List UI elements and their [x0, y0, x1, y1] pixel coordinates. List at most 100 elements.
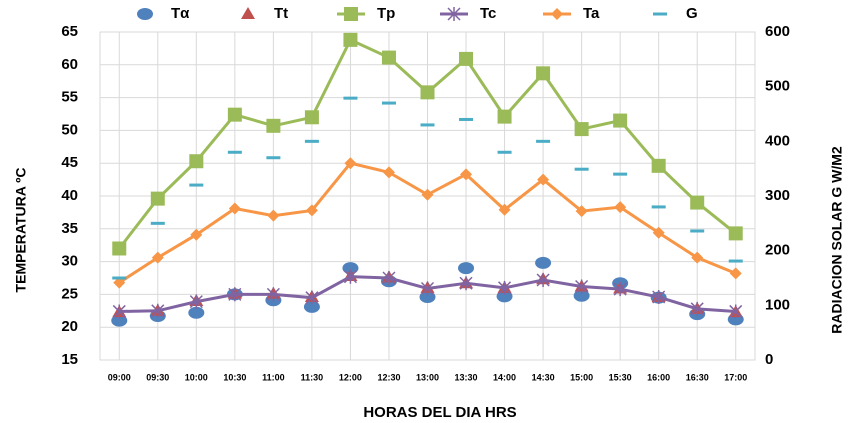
data-point [381, 50, 396, 65]
data-point [343, 96, 358, 100]
y-tick-label: 15 [61, 351, 78, 368]
data-point [189, 183, 204, 187]
data-point [343, 32, 358, 47]
data-point [537, 173, 550, 186]
data-point [613, 113, 628, 128]
data-point [150, 191, 165, 206]
data-point [459, 117, 474, 121]
y-tick-label: 40 [61, 187, 78, 204]
data-point [189, 294, 203, 309]
x-axis-label: HORAS DEL DIA HRS [363, 404, 516, 421]
y-tick-label: 60 [61, 56, 78, 73]
data-point [305, 290, 319, 305]
plot-border [99, 31, 756, 361]
data-point [652, 226, 665, 239]
y-tick-label: 55 [61, 89, 78, 106]
data-point [652, 290, 666, 305]
data-point [113, 276, 126, 289]
data-point [575, 205, 588, 218]
data-point [266, 156, 281, 160]
y-axis-label: TEMPERATURA ºC [13, 168, 29, 293]
data-point [227, 107, 242, 122]
data-point [573, 289, 590, 302]
data-point [498, 280, 512, 295]
legend-marker [653, 12, 667, 16]
legend-label: Ta [583, 5, 600, 22]
x-tick-label: 14:00 [493, 372, 516, 382]
legend-label: Tp [377, 5, 395, 22]
data-point [190, 228, 203, 241]
data-point [613, 282, 627, 297]
data-point [535, 256, 552, 269]
legend-marker [551, 8, 563, 20]
data-point [613, 172, 628, 176]
data-point [651, 205, 666, 209]
x-tick-label: 16:00 [647, 372, 670, 382]
legend-label: Tc [480, 5, 496, 22]
y-tick-label: 50 [61, 121, 78, 138]
x-tick-label: 11:00 [262, 372, 285, 382]
data-point [536, 139, 551, 143]
data-point [227, 150, 242, 154]
data-point [151, 303, 165, 318]
y2-tick-label: 100 [765, 296, 790, 313]
y-tick-label: 20 [61, 318, 78, 335]
legend-marker [137, 8, 153, 20]
data-point [728, 226, 743, 241]
data-point [228, 202, 241, 215]
legend-label: Tα [171, 5, 190, 22]
y2-axis-label: RADIACION SOLAR G W/M2 [829, 146, 845, 334]
data-point [420, 85, 435, 100]
data-point [112, 241, 127, 256]
data-point [303, 300, 320, 313]
y-tick-label: 65 [61, 23, 78, 40]
x-tick-label: 15:30 [609, 372, 632, 382]
x-tick-label: 15:00 [570, 372, 593, 382]
y-tick-label: 25 [61, 285, 78, 302]
data-point [421, 188, 434, 201]
data-point [574, 122, 589, 137]
data-point [536, 272, 550, 287]
data-point [458, 262, 475, 275]
data-point [304, 110, 319, 125]
data-point [574, 167, 589, 171]
data-point [728, 259, 743, 263]
data-point [691, 251, 704, 264]
x-tick-label: 12:30 [377, 372, 400, 382]
legend-label: Tt [274, 5, 288, 22]
data-point [112, 276, 127, 280]
y2-tick-label: 200 [765, 242, 790, 259]
data-point [614, 201, 627, 214]
x-tick-label: 11:30 [301, 372, 324, 382]
data-point [497, 109, 512, 124]
x-tick-label: 10:30 [223, 372, 246, 382]
data-point [496, 290, 513, 303]
data-point [536, 66, 551, 81]
data-point [189, 154, 204, 169]
data-point [729, 267, 742, 280]
data-point [382, 166, 395, 179]
data-point [151, 251, 164, 264]
y-tick-label: 30 [61, 253, 78, 270]
x-tick-label: 13:00 [416, 372, 439, 382]
x-tick-label: 09:30 [146, 372, 169, 382]
data-point [575, 279, 589, 294]
data-point [266, 287, 280, 302]
data-point [304, 139, 319, 143]
data-point [150, 221, 165, 225]
data-point [267, 209, 280, 222]
x-tick-label: 12:00 [339, 372, 362, 382]
data-point [420, 123, 435, 127]
legend-marker [447, 7, 461, 21]
data-point [651, 158, 666, 173]
data-point [498, 203, 511, 216]
y2-tick-label: 600 [765, 23, 790, 40]
data-point [342, 262, 359, 275]
y-tick-label: 35 [61, 220, 78, 237]
y2-tick-label: 400 [765, 132, 790, 149]
data-point [690, 301, 704, 316]
data-point [690, 195, 705, 210]
data-point [112, 304, 126, 319]
data-point [381, 101, 396, 105]
